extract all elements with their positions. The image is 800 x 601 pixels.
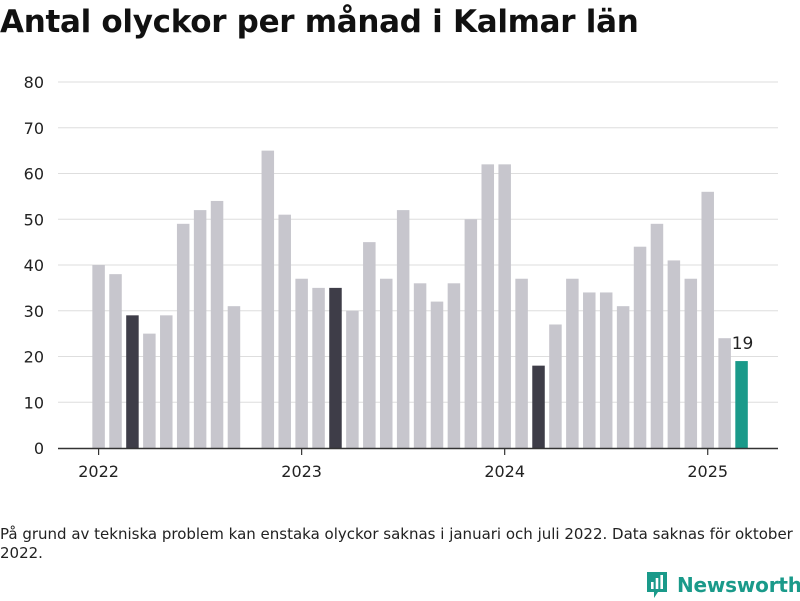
bar-2024-05 bbox=[566, 278, 579, 448]
x-tick-label: 2022 bbox=[78, 462, 119, 481]
bar-2024-07 bbox=[599, 292, 613, 448]
x-tick-label: 2024 bbox=[484, 462, 525, 481]
bar-chart: 0 10 20 30 40 50 60 70 80 19 2022 2023 2024 2025 bbox=[24, 73, 778, 481]
brand-name: Newsworthy bbox=[677, 573, 800, 597]
bar-2025-01 bbox=[701, 191, 714, 449]
bar-2023-08 bbox=[413, 283, 427, 448]
bar-2023-05 bbox=[363, 242, 376, 449]
bar-2022-07 bbox=[193, 210, 207, 448]
bar-2024-12 bbox=[684, 278, 698, 448]
bar-2023-10 bbox=[447, 283, 461, 448]
y-tick-label: 80 bbox=[24, 73, 44, 92]
brand-logo: Newsworthy bbox=[645, 569, 800, 601]
bar-2024-06 bbox=[583, 292, 596, 448]
bars bbox=[92, 150, 748, 449]
bar-2022-01 bbox=[92, 265, 105, 448]
bar-2023-06 bbox=[379, 278, 393, 448]
bar-2023-12 bbox=[481, 164, 495, 448]
bar-2022-03 bbox=[126, 315, 139, 448]
bar-2023-11 bbox=[464, 219, 478, 448]
bar-2025-02 bbox=[718, 338, 731, 448]
y-tick-label: 60 bbox=[24, 165, 44, 184]
bar-2024-03 bbox=[532, 365, 545, 448]
bar-2022-02 bbox=[109, 274, 122, 448]
newsworthy-logo-icon bbox=[647, 572, 667, 598]
y-tick-label: 0 bbox=[34, 439, 44, 458]
bar-2024-11 bbox=[667, 260, 681, 448]
page-title: Antal olyckor per månad i Kalmar län bbox=[0, 4, 639, 40]
y-axis-ticks: 0 10 20 30 40 50 60 70 80 bbox=[24, 73, 44, 458]
bar-2024-02 bbox=[515, 278, 528, 448]
bar-2023-04 bbox=[346, 310, 359, 448]
bar-2025-03 bbox=[735, 361, 748, 448]
bar-2022-05 bbox=[160, 315, 173, 448]
bar-2024-04 bbox=[549, 324, 562, 448]
bar-2024-10 bbox=[650, 223, 664, 448]
data-label-latest: 19 bbox=[732, 334, 754, 354]
x-tick-label: 2023 bbox=[281, 462, 322, 481]
bar-2022-11 bbox=[261, 150, 275, 449]
y-tick-label: 70 bbox=[24, 119, 44, 138]
bar-2024-08 bbox=[616, 306, 630, 448]
x-tick-label: 2025 bbox=[687, 462, 728, 481]
annotations: 19 bbox=[732, 334, 754, 354]
y-tick-label: 10 bbox=[24, 393, 44, 412]
bar-2023-03 bbox=[329, 287, 342, 449]
bar-2024-09 bbox=[633, 246, 647, 448]
bar-2022-04 bbox=[143, 333, 156, 449]
y-tick-label: 50 bbox=[24, 210, 44, 229]
bar-2023-02 bbox=[312, 287, 325, 449]
x-axis: 2022 2023 2024 2025 bbox=[58, 447, 778, 481]
bar-2024-01 bbox=[498, 164, 511, 448]
bar-2022-12 bbox=[278, 214, 291, 448]
bar-2023-09 bbox=[430, 301, 444, 448]
bar-2023-07 bbox=[396, 210, 410, 448]
bar-2022-08 bbox=[210, 200, 224, 448]
bar-2023-01 bbox=[295, 278, 308, 448]
bar-2022-09 bbox=[227, 306, 241, 448]
footnote: På grund av tekniska problem kan enstaka… bbox=[0, 525, 793, 562]
y-tick-label: 30 bbox=[24, 302, 44, 321]
y-tick-label: 20 bbox=[24, 348, 44, 367]
y-tick-label: 40 bbox=[24, 256, 44, 275]
bar-2022-06 bbox=[176, 223, 190, 448]
